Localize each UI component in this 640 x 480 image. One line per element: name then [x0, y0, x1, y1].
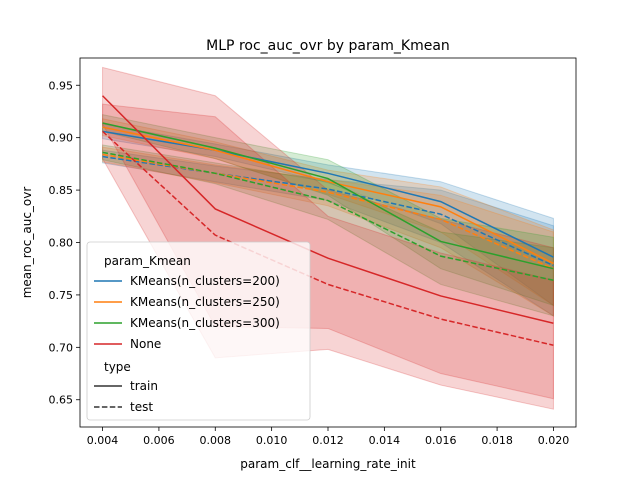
- band-kmeans-n-clusters-300-test: [102, 144, 554, 317]
- line-kmeans-n-clusters-300-test: [102, 151, 554, 281]
- legend-style-title: type: [104, 360, 131, 374]
- y-axis-ticks: 0.65 0.70 0.75 0.80 0.85 0.90 0.95: [49, 79, 80, 407]
- line-kmeans-n-clusters-250-train: [102, 126, 554, 265]
- x-tick-label: 0.006: [143, 434, 175, 447]
- band-kmeans-n-clusters-200-train: [102, 123, 554, 307]
- y-tick-label: 0.85: [49, 184, 74, 197]
- band-kmeans-n-clusters-300-train: [102, 113, 554, 307]
- x-axis-label: param_clf__learning_rate_init: [240, 457, 416, 471]
- legend-label-test: test: [130, 400, 153, 414]
- legend-label-none: None: [130, 337, 161, 351]
- y-tick-label: 0.70: [49, 341, 74, 354]
- legend-label-kmeans-n-clusters-200: KMeans(n_clusters=200): [130, 274, 280, 288]
- legend-label-train: train: [130, 379, 158, 393]
- band-kmeans-n-clusters-200-test: [102, 149, 554, 317]
- x-tick-label: 0.020: [538, 434, 570, 447]
- legend-hue-title: param_Kmean: [104, 254, 191, 268]
- legend-hue-entries: KMeans(n_clusters=200) KMeans(n_clusters=…: [94, 274, 280, 351]
- x-tick-label: 0.016: [425, 434, 457, 447]
- y-tick-label: 0.65: [49, 394, 74, 407]
- line-kmeans-n-clusters-300-train: [102, 122, 554, 270]
- legend: param_Kmean KMeans(n_clusters=200)KMeans…: [86, 241, 311, 421]
- chart-title: MLP roc_auc_ovr by param_Kmean: [206, 38, 450, 54]
- line-none-train: [102, 95, 554, 324]
- legend-box: [86, 241, 311, 421]
- y-tick-label: 0.95: [49, 79, 74, 92]
- x-tick-label: 0.004: [87, 434, 119, 447]
- band-kmeans-n-clusters-250-test: [102, 146, 554, 317]
- legend-label-kmeans-n-clusters-250: KMeans(n_clusters=250): [130, 295, 280, 309]
- x-tick-label: 0.008: [200, 434, 232, 447]
- y-tick-label: 0.90: [49, 132, 74, 145]
- x-axis-ticks: 0.004 0.006 0.008 0.010 0.012 0.014 0.016 0.018…: [87, 427, 569, 447]
- y-tick-label: 0.75: [49, 289, 74, 302]
- legend-style-entries: train test: [94, 379, 158, 414]
- y-axis-label: mean_roc_auc_ovr: [20, 187, 34, 299]
- x-tick-label: 0.014: [369, 434, 401, 447]
- line-kmeans-n-clusters-200-train: [102, 130, 554, 258]
- x-tick-label: 0.012: [312, 434, 344, 447]
- y-tick-label: 0.80: [49, 237, 74, 250]
- x-tick-label: 0.010: [256, 434, 288, 447]
- legend-label-kmeans-n-clusters-300: KMeans(n_clusters=300): [130, 316, 280, 330]
- series-lines: [102, 95, 554, 346]
- x-tick-label: 0.018: [481, 434, 513, 447]
